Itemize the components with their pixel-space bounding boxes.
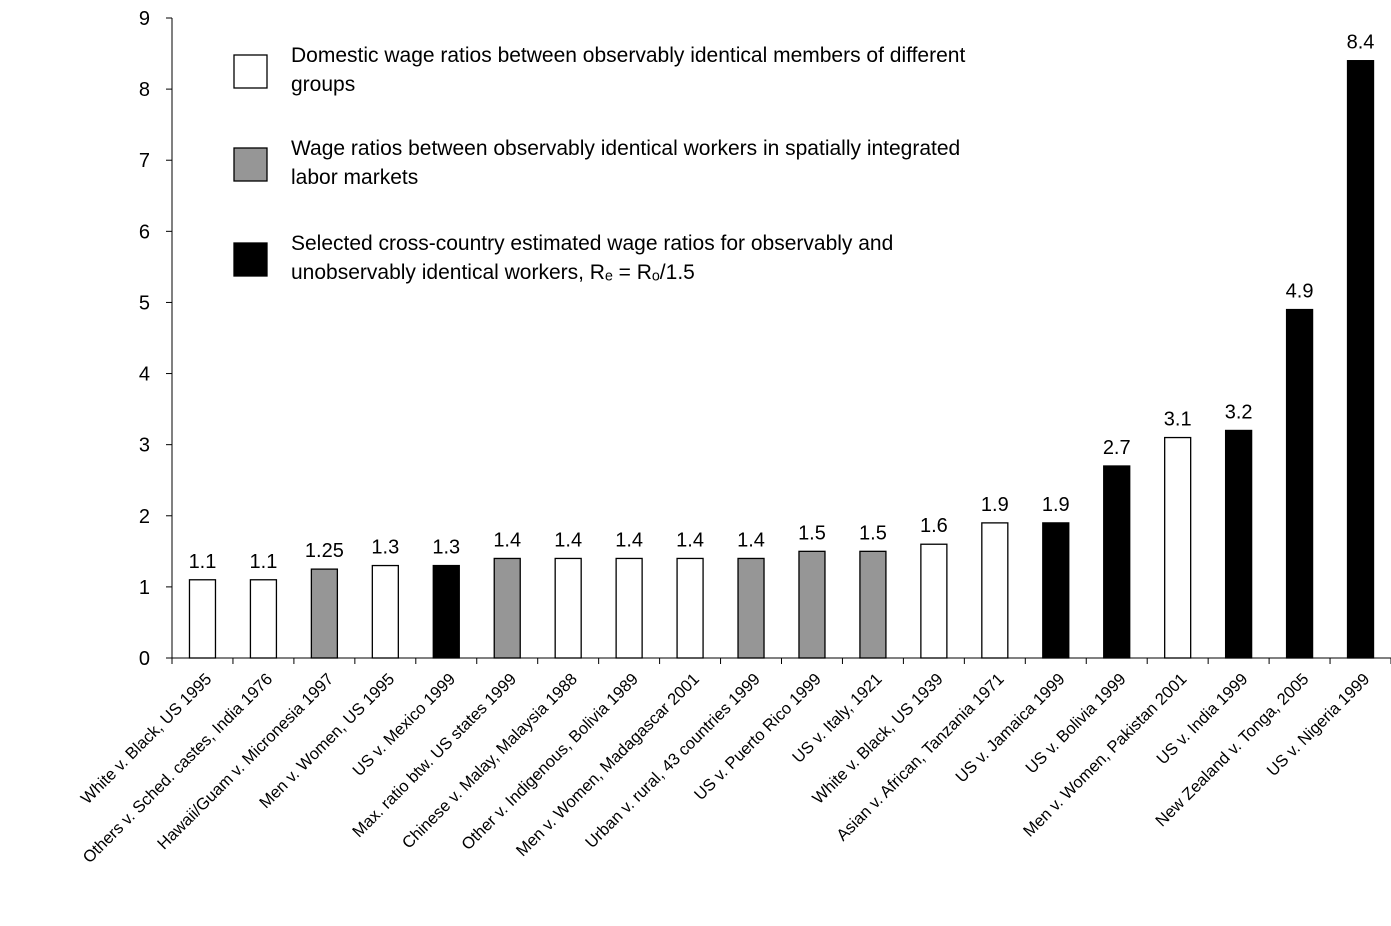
y-tick-label: 7 — [139, 150, 150, 172]
x-tick-label: US v. Mexico 1999 — [349, 670, 459, 780]
bar — [1042, 522, 1070, 659]
bar — [615, 557, 643, 659]
legend-label: Wage ratios between observably identical… — [291, 137, 961, 189]
value-label: 1.3 — [371, 537, 399, 559]
y-tick-label: 5 — [139, 292, 150, 314]
value-label: 1.5 — [859, 522, 887, 544]
bar — [188, 579, 217, 659]
value-label: 1.1 — [189, 551, 217, 573]
bar — [1224, 429, 1253, 659]
value-label: 1.4 — [615, 529, 643, 551]
bar — [432, 564, 460, 659]
bar — [798, 550, 826, 659]
value-label: 1.4 — [676, 529, 704, 551]
bar — [1103, 465, 1131, 659]
bar — [859, 550, 887, 659]
bar — [554, 557, 582, 659]
bar — [920, 543, 948, 659]
x-tick-label: US v. Nigeria 1999 — [1264, 670, 1374, 780]
legend-entry: Wage ratios between observably identical… — [291, 137, 961, 189]
bar — [493, 557, 521, 659]
legend-swatch — [233, 147, 268, 182]
x-tick-label: US v. Puerto Rico 1999 — [691, 670, 825, 804]
value-label: 8.4 — [1347, 32, 1375, 54]
y-tick-label: 0 — [139, 648, 150, 670]
value-label: 2.7 — [1103, 437, 1131, 459]
bar — [1346, 60, 1375, 659]
y-tick-label: 6 — [139, 221, 150, 243]
legend-swatch — [233, 242, 268, 277]
bar — [249, 579, 278, 659]
value-label: 1.9 — [1042, 494, 1070, 516]
value-label: 3.1 — [1164, 409, 1192, 431]
legend-entry: Selected cross-country estimated wage ra… — [291, 232, 894, 284]
value-label: 1.4 — [737, 529, 765, 551]
bar — [676, 557, 704, 659]
y-tick-label: 9 — [139, 8, 150, 30]
legend-label: Selected cross-country estimated wage ra… — [291, 232, 894, 284]
bar — [737, 557, 765, 659]
y-tick-label: 3 — [139, 435, 150, 457]
bar — [371, 564, 399, 659]
bar — [1285, 308, 1314, 659]
legend-swatch — [233, 54, 268, 89]
y-tick-label: 1 — [139, 577, 150, 599]
value-label: 3.2 — [1225, 401, 1253, 423]
value-label: 4.9 — [1286, 281, 1314, 303]
value-label: 1.25 — [305, 540, 344, 562]
bar — [1164, 436, 1192, 659]
value-label: 1.4 — [554, 529, 582, 551]
y-tick-label: 4 — [139, 364, 150, 386]
legend-label: Domestic wage ratios between observably … — [291, 44, 966, 96]
y-tick-label: 8 — [139, 79, 150, 101]
y-tick-label: 2 — [139, 506, 150, 528]
value-label: 1.1 — [250, 551, 278, 573]
value-label: 1.4 — [493, 529, 521, 551]
bar — [310, 568, 339, 659]
value-label: 1.6 — [920, 515, 948, 537]
value-label: 1.5 — [798, 522, 826, 544]
legend-entry: Domestic wage ratios between observably … — [291, 44, 966, 96]
value-label: 1.3 — [432, 537, 460, 559]
x-tick-label: US v. Jamaica 1999 — [952, 670, 1068, 786]
value-label: 1.9 — [981, 494, 1009, 516]
bar — [981, 522, 1009, 659]
